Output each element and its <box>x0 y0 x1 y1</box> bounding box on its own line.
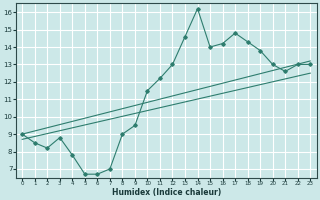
X-axis label: Humidex (Indice chaleur): Humidex (Indice chaleur) <box>112 188 221 197</box>
